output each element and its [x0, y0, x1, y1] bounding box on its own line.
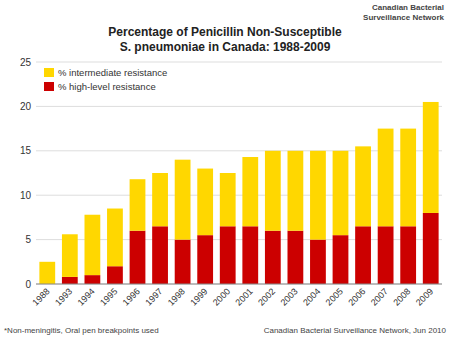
bar: [400, 129, 416, 227]
x-tick-label: 2009: [414, 286, 435, 307]
legend-label: % intermediate resistance: [58, 67, 167, 78]
bar: [220, 226, 236, 284]
x-tick-label: 2000: [211, 286, 232, 307]
y-tick-label: 5: [25, 234, 31, 245]
legend-swatch: [44, 68, 54, 77]
bar: [265, 151, 281, 231]
bar: [152, 226, 168, 284]
x-tick-label: 1998: [166, 286, 187, 307]
legend: % intermediate resistance % high-level re…: [44, 67, 167, 92]
footnote: *Non-meningitis, Oral pen breakpoints us…: [4, 326, 159, 335]
bar: [333, 235, 349, 284]
bar: [287, 231, 303, 284]
y-tick-label: 20: [20, 101, 32, 112]
bar: [152, 173, 168, 226]
bar: [130, 231, 146, 284]
grid-line: [36, 62, 442, 63]
bar: [242, 157, 258, 226]
bar: [355, 146, 371, 226]
grid-line: [36, 284, 442, 285]
bar: [84, 215, 100, 275]
header-text: Surveillance Network: [363, 13, 444, 22]
bar: [400, 226, 416, 284]
bar: [130, 179, 146, 231]
x-axis: [36, 284, 442, 285]
bars: [39, 102, 438, 284]
y-tick-label: 25: [20, 57, 32, 68]
bar: [220, 173, 236, 226]
bar: [355, 226, 371, 284]
x-tick-label: 1993: [53, 286, 74, 307]
subtitle: S. pneumoniae in Canada: 1988-2009: [120, 40, 331, 54]
x-tick-label: 2002: [256, 286, 277, 307]
bar: [265, 231, 281, 284]
x-tick-label: 2004: [301, 286, 322, 307]
chart: Canadian BacterialSurveillance Network Pe…: [0, 0, 450, 338]
bar: [378, 129, 394, 227]
x-tick-label: 2005: [324, 286, 345, 307]
bar: [287, 151, 303, 231]
bar: [423, 102, 439, 213]
x-tick-label: 1996: [121, 286, 142, 307]
x-tick-label: 2001: [233, 286, 254, 307]
bar: [84, 275, 100, 284]
bar: [175, 160, 191, 240]
x-tick-label: 1995: [98, 286, 119, 307]
bar: [39, 262, 55, 284]
bar: [310, 151, 326, 240]
title: Percentage of Penicillin Non-Susceptible: [108, 25, 342, 39]
bar: [423, 213, 439, 284]
bar: [197, 235, 213, 284]
legend-label: % high-level resistance: [58, 81, 156, 92]
x-tick-label: 1988: [30, 286, 51, 307]
y-tick-label: 10: [20, 190, 32, 201]
x-tick-label: 1997: [143, 286, 164, 307]
legend-swatch: [44, 82, 54, 91]
header-text: Canadian Bacterial: [372, 3, 444, 12]
source: Canadian Bacterial Surveillance Network,…: [264, 326, 447, 335]
bar: [62, 234, 78, 277]
bar: [107, 209, 123, 267]
grid-line: [36, 106, 442, 107]
y-tick-label: 15: [20, 145, 32, 156]
x-tick-label: 2003: [279, 286, 300, 307]
bar: [197, 169, 213, 236]
bar: [175, 240, 191, 284]
bar: [62, 277, 78, 284]
x-tick-label: 1999: [188, 286, 209, 307]
x-tick-label: 1994: [76, 286, 97, 307]
grid: [36, 62, 442, 284]
x-tick-label: 2006: [346, 286, 367, 307]
x-tick-label: 2008: [391, 286, 412, 307]
bar: [310, 240, 326, 284]
bar: [378, 226, 394, 284]
bar: [242, 226, 258, 284]
x-tick-label: 2007: [369, 286, 390, 307]
bar: [107, 266, 123, 284]
bar: [333, 151, 349, 235]
y-tick-label: 0: [25, 279, 31, 290]
